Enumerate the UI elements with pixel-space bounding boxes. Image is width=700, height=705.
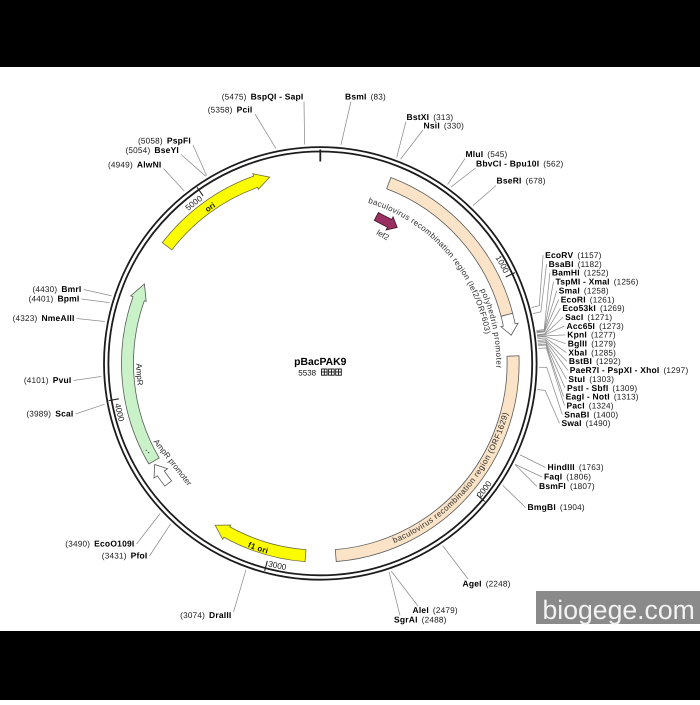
svg-text:3000: 3000 — [267, 558, 287, 572]
svg-text:(5054)BseYI: (5054) BseYI — [126, 145, 180, 155]
svg-text:BseRI(678): BseRI (678) — [497, 176, 546, 186]
svg-text:(5058)PspFI: (5058) PspFI — [138, 136, 191, 146]
svg-text:(4949)AlwNI: (4949) AlwNI — [108, 160, 162, 170]
svg-text:5538: 5538 — [298, 369, 316, 378]
svg-text:(5475)BspQI - SapI: (5475) BspQI - SapI — [222, 92, 304, 102]
svg-text:biogege.com: biogege.com — [543, 595, 695, 625]
svg-text:PstI - SbfI(1309): PstI - SbfI (1309) — [567, 383, 637, 393]
svg-text:AmpR: AmpR — [134, 363, 144, 386]
svg-text:TspMI - XmaI(1256): TspMI - XmaI (1256) — [556, 277, 639, 287]
svg-text:(4101)PvuI: (4101) PvuI — [24, 375, 72, 385]
svg-text:(4401)BpmI: (4401) BpmI — [29, 294, 80, 304]
svg-text:SmaI(1258): SmaI (1258) — [559, 285, 609, 295]
svg-text:EagI - NotI(1313): EagI - NotI (1313) — [566, 392, 639, 402]
svg-text:(3989)ScaI: (3989) ScaI — [26, 409, 73, 419]
svg-text:BsmI(83): BsmI (83) — [345, 92, 386, 102]
svg-text:AgeI(2248): AgeI (2248) — [463, 579, 511, 589]
svg-text:MluI(545): MluI (545) — [466, 149, 508, 159]
svg-text:(4323)NmeAIII: (4323) NmeAIII — [13, 313, 75, 323]
svg-text:BglII(1279): BglII (1279) — [568, 339, 616, 349]
svg-text:AleI(2479): AleI (2479) — [413, 605, 458, 615]
svg-text:KpnI(1277): KpnI (1277) — [567, 330, 616, 340]
svg-text:pBacPAK9: pBacPAK9 — [294, 357, 347, 368]
svg-text:(5358)PciI: (5358) PciI — [208, 105, 253, 115]
svg-text:NsiI(330): NsiI (330) — [424, 121, 465, 131]
svg-text:SwaI(1490): SwaI (1490) — [562, 418, 611, 428]
svg-text:StuI(1303): StuI (1303) — [568, 374, 614, 384]
svg-text:(3074)DraIII: (3074) DraIII — [180, 610, 231, 620]
svg-text:(3490)EcoO109I: (3490) EcoO109I — [65, 539, 134, 549]
svg-text:PacI(1324): PacI (1324) — [567, 400, 614, 410]
svg-text:SacI(1271): SacI (1271) — [565, 312, 612, 322]
svg-text:(4430)BmrI: (4430) BmrI — [32, 284, 81, 294]
svg-text:EcoRV(1157): EcoRV (1157) — [545, 250, 602, 260]
svg-text:Eco53kI(1269): Eco53kI (1269) — [562, 303, 624, 313]
svg-text:(3431)PfoI: (3431) PfoI — [102, 551, 148, 561]
svg-text:PaeR7I - PspXI - XhoI(1297): PaeR7I - PspXI - XhoI (1297) — [570, 365, 689, 375]
svg-text:XbaI(1285): XbaI (1285) — [568, 347, 616, 357]
svg-text:4000: 4000 — [113, 402, 127, 423]
svg-text:BbvCI - Bpu10I(562): BbvCI - Bpu10I (562) — [476, 159, 563, 169]
svg-text:FaqI(1806): FaqI (1806) — [544, 472, 591, 482]
